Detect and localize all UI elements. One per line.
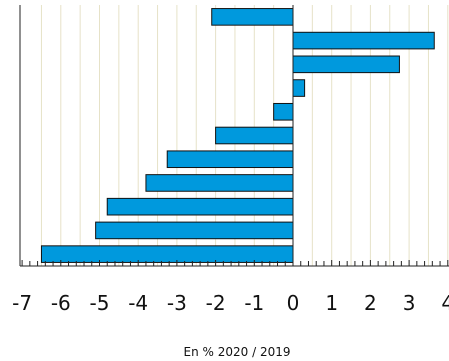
- x-tick-label: 2: [364, 291, 377, 315]
- x-tick-label: -7: [12, 291, 32, 315]
- x-tick-label: -1: [244, 291, 264, 315]
- x-tick-label: -4: [128, 291, 148, 315]
- bar-2: [292, 31, 435, 50]
- bar-4: [292, 79, 306, 97]
- x-tick-label: 0: [287, 291, 300, 315]
- bar-8: [145, 174, 294, 192]
- bar-7: [166, 150, 294, 169]
- x-axis-label: En % 2020 / 2019: [184, 345, 291, 359]
- x-tick-label: 4: [441, 291, 449, 315]
- x-ticks: [21, 260, 449, 266]
- bar-10: [95, 221, 294, 240]
- bar-9: [106, 197, 294, 216]
- bar-1: [211, 8, 294, 26]
- bar-11: [40, 245, 294, 263]
- bar-5: [273, 102, 294, 121]
- bar-6: [215, 126, 294, 145]
- x-tick-label: -3: [167, 291, 187, 315]
- bar-3: [292, 55, 400, 74]
- x-tick-label: -5: [90, 291, 110, 315]
- x-tick-labels: -7 -6 -5 -4 -3 -2 -1 0 1 2 3 4: [12, 291, 449, 315]
- x-tick-label: 3: [403, 291, 416, 315]
- x-tick-label: -2: [206, 291, 226, 315]
- x-tick-label: -6: [51, 291, 71, 315]
- x-tick-label: 1: [325, 291, 338, 315]
- bars: [40, 8, 435, 263]
